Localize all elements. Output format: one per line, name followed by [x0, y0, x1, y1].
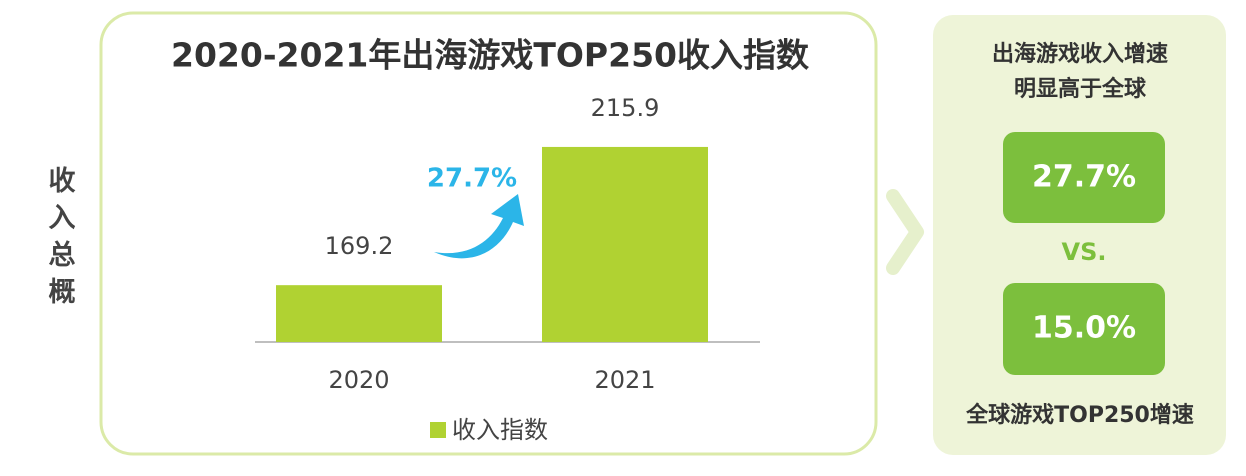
x-tick-label: 2021: [594, 366, 655, 394]
comparison-title: 明显高于全球: [1014, 76, 1147, 102]
value-box: [1003, 283, 1165, 375]
legend-swatch: [430, 422, 446, 438]
legend-label: 收入指数: [452, 416, 548, 444]
chart-panel: [99, 11, 878, 456]
value-text: 27.7%: [1032, 160, 1136, 195]
value-text: 15.0%: [1032, 311, 1136, 346]
bar: [542, 146, 708, 342]
value-label: 169.2: [325, 232, 394, 260]
value-label: 215.9: [591, 94, 660, 122]
growth-annotation: 27.7%: [427, 164, 517, 194]
comparison-caption: 全球游戏TOP250增速: [965, 402, 1194, 428]
comparison-title: 出海游戏收入增速: [992, 41, 1168, 67]
x-tick-label: 2020: [328, 366, 389, 394]
value-box: [1003, 132, 1165, 223]
growth-arrow: [434, 194, 524, 259]
vs-text: VS.: [1062, 238, 1107, 266]
side-label: 收入总概: [49, 166, 76, 308]
bar: [276, 285, 442, 342]
chart-title: 2020-2021年出海游戏TOP250收入指数: [171, 36, 810, 75]
chevron: [886, 189, 924, 275]
